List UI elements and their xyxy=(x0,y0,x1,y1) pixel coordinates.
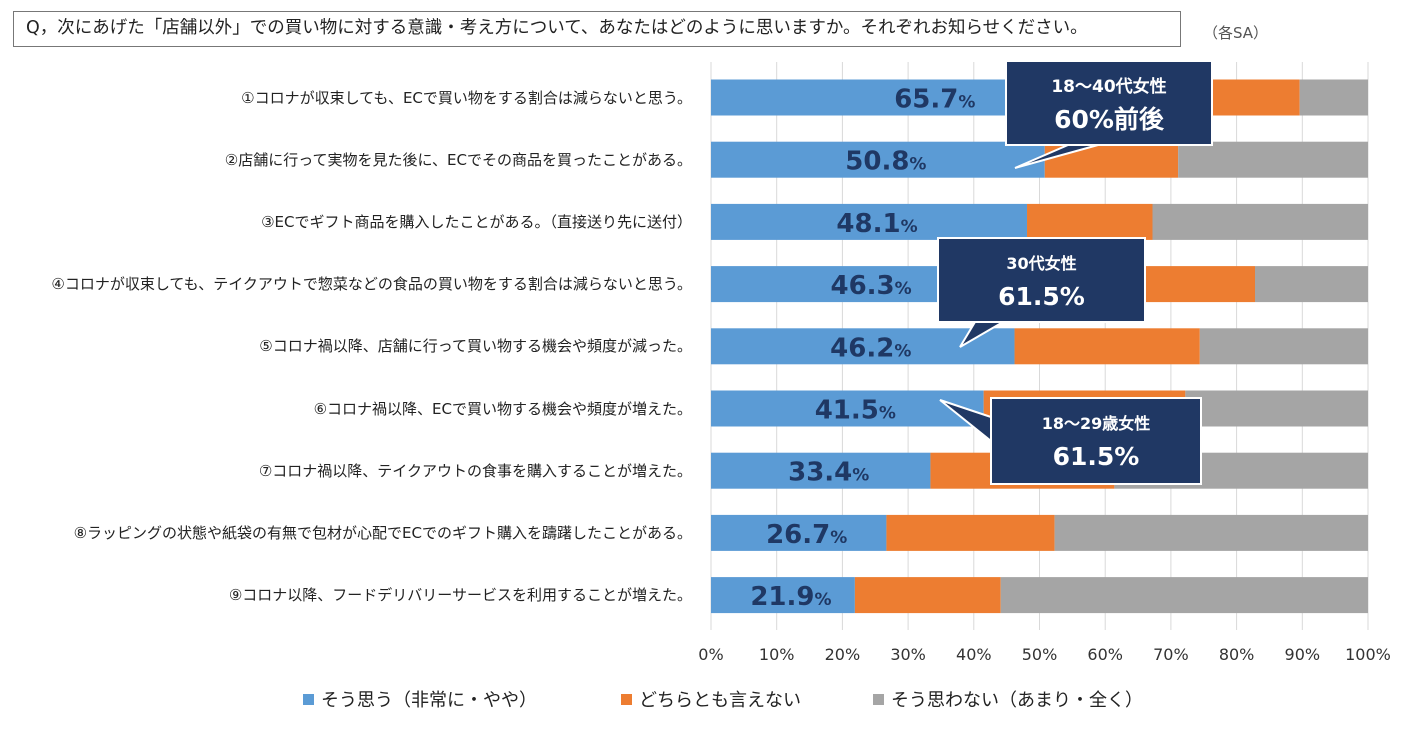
x-tick-label: 30% xyxy=(890,645,926,664)
callout-line1: 30代女性 xyxy=(1006,254,1076,273)
x-tick-label: 70% xyxy=(1153,645,1189,664)
category-label: ⑨コロナ以降、フードデリバリーサービスを利用することが増えた。 xyxy=(228,586,692,605)
data-label: 41.5% xyxy=(815,396,896,426)
data-label: 50.8% xyxy=(845,147,926,177)
bar-neutral xyxy=(886,514,1055,551)
callout-line1: 18～29歳女性 xyxy=(1042,414,1151,433)
callout-box xyxy=(937,237,1146,323)
x-tick-label: 60% xyxy=(1087,645,1123,664)
data-label: 65.7% xyxy=(894,85,975,115)
bar-disagree xyxy=(1185,390,1368,427)
legend-item: どちらとも言えない xyxy=(621,686,801,712)
data-label: 46.2% xyxy=(830,333,911,363)
x-tick-label: 10% xyxy=(759,645,795,664)
legend-label: そう思わない（あまり・全く） xyxy=(891,690,1143,711)
legend-swatch xyxy=(303,693,314,705)
question-text: Q，次にあげた「店舗以外」での買い物に対する意識・考え方について、あなたはどのよ… xyxy=(26,18,1088,38)
category-label: ②店舗に行って実物を見た後に、ECでその商品を買ったことがある。 xyxy=(224,150,692,169)
bar-agree xyxy=(711,203,1028,240)
bar-disagree xyxy=(1178,141,1368,178)
x-tick-label: 90% xyxy=(1285,645,1321,664)
x-tick-label: 0% xyxy=(698,645,723,664)
bar-agree xyxy=(711,141,1045,178)
legend-label: そう思う（非常に・やや） xyxy=(321,690,537,711)
bar-disagree xyxy=(1299,79,1368,116)
bar-disagree xyxy=(1054,514,1368,551)
legend-swatch xyxy=(873,693,884,705)
x-tick-label: 100% xyxy=(1345,645,1391,664)
bar-agree xyxy=(711,514,887,551)
bar-agree xyxy=(711,390,984,427)
category-label: ⑧ラッピングの状態や紙袋の有無で包材が心配でECでのギフト購入を躊躇したことがあ… xyxy=(73,523,692,542)
data-label: 26.7% xyxy=(766,520,847,550)
callout-box xyxy=(990,397,1202,485)
category-label: ⑦コロナ禍以降、テイクアウトの食事を購入することが増えた。 xyxy=(258,461,692,480)
x-tick-label: 80% xyxy=(1219,645,1255,664)
legend-swatch xyxy=(621,693,632,705)
x-tick-label: 50% xyxy=(1022,645,1058,664)
callout-line2: 61.5% xyxy=(1053,442,1140,471)
category-label: ①コロナが収束しても、ECで買い物をする割合は減らないと思う。 xyxy=(241,88,692,107)
bar-disagree xyxy=(1254,266,1368,303)
x-tick-label: 40% xyxy=(956,645,992,664)
data-label: 21.9% xyxy=(750,582,831,612)
x-tick-label: 20% xyxy=(825,645,861,664)
callout-line1: 18～40代女性 xyxy=(1051,76,1166,97)
bar-disagree xyxy=(1000,577,1368,614)
callout-box xyxy=(1005,60,1213,146)
category-label: ⑥コロナ禍以降、ECで買い物する機会や頻度が増えた。 xyxy=(313,399,692,418)
legend-item: そう思う（非常に・やや） xyxy=(303,686,537,712)
question-box: Q，次にあげた「店舗以外」での買い物に対する意識・考え方について、あなたはどのよ… xyxy=(13,11,1181,47)
callout-line2: 61.5% xyxy=(998,282,1085,311)
category-label: ⑤コロナ禍以降、店舗に行って買い物する機会や頻度が減った。 xyxy=(259,337,692,356)
bar-neutral xyxy=(854,577,1001,614)
data-label: 46.3% xyxy=(830,271,911,301)
category-label: ③ECでギフト商品を購入したことがある。（直接送り先に送付） xyxy=(261,212,692,231)
bar-agree xyxy=(711,452,931,489)
question-note: （各SA） xyxy=(1203,24,1269,42)
legend-label: どちらとも言えない xyxy=(639,690,801,711)
bar-neutral xyxy=(1014,328,1200,365)
legend-item: そう思わない（あまり・全く） xyxy=(873,686,1143,712)
bar-disagree xyxy=(1199,328,1368,365)
bar-agree xyxy=(711,577,855,614)
data-label: 48.1% xyxy=(836,209,917,239)
bar-neutral xyxy=(1027,203,1153,240)
bar-disagree xyxy=(1152,203,1368,240)
category-label: ④コロナが収束しても、テイクアウトで惣菜などの食品の買い物をする割合は減らないと… xyxy=(51,275,692,294)
data-label: 33.4% xyxy=(788,458,869,488)
callout-line2: 60%前後 xyxy=(1054,105,1165,134)
bar-agree xyxy=(711,328,1015,365)
